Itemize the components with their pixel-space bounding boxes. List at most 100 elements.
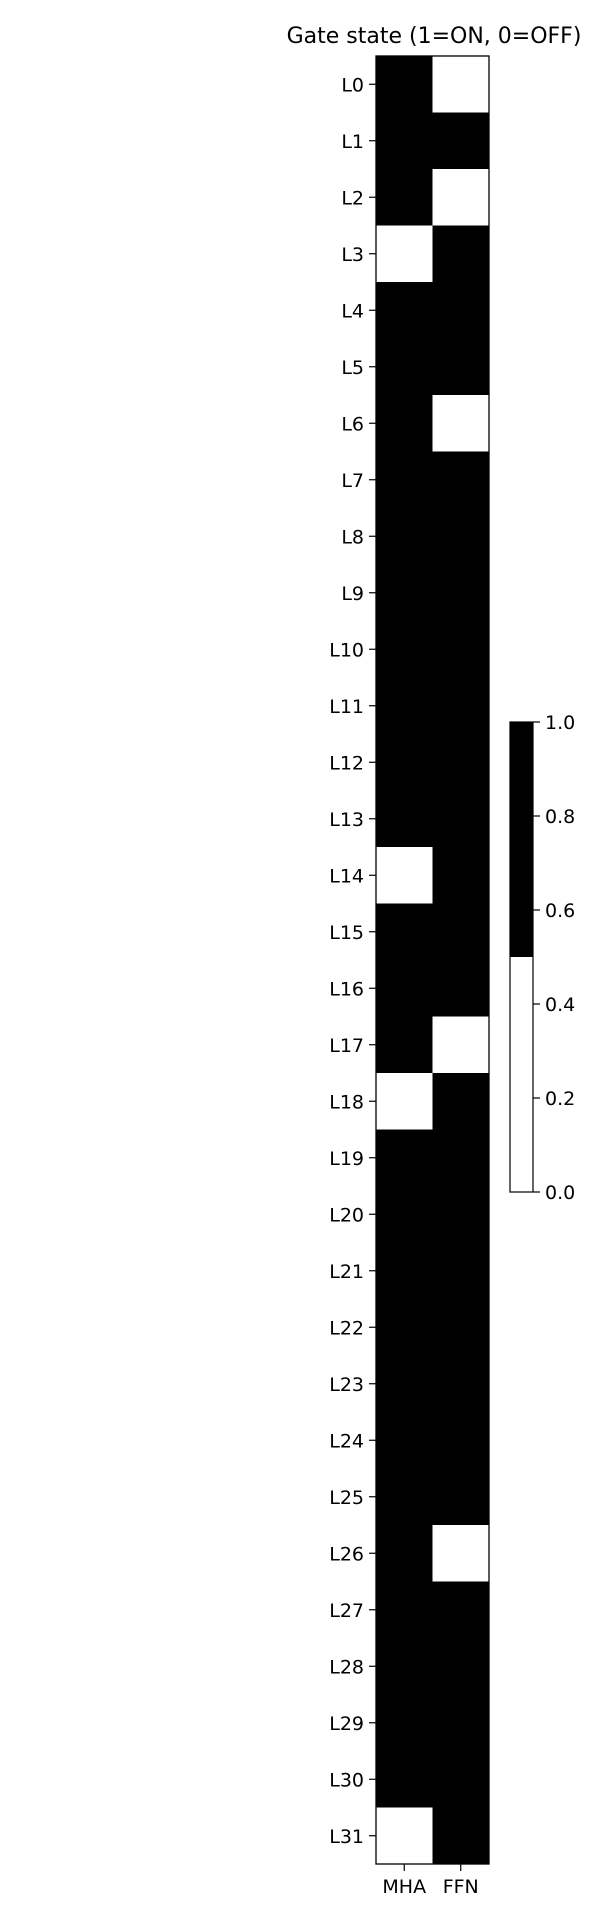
heatmap-cell-L6-FFN	[432, 395, 490, 452]
y-tick-label-L15: L15	[329, 922, 364, 944]
heatmap-cell-L28-FFN	[432, 1638, 490, 1695]
y-tick-label-L9: L9	[341, 583, 364, 605]
heatmap-cell-L2-FFN	[432, 169, 490, 226]
y-tick-label-L25: L25	[329, 1487, 364, 1509]
heatmap-cell-L14-FFN	[432, 847, 490, 904]
y-tick-label-L29: L29	[329, 1713, 364, 1735]
heatmap-cell-L4-MHA	[376, 282, 433, 339]
heatmap-cell-L0-MHA	[376, 56, 433, 113]
heatmap-cell-L28-MHA	[376, 1638, 433, 1695]
heatmap-cell-L31-FFN	[432, 1807, 490, 1865]
heatmap-cell-L7-FFN	[432, 451, 490, 509]
colorbar: 0.0 0.2 0.4 0.6 0.8 1.0	[509, 712, 575, 1204]
colorbar-tick-label-0.8: 0.8	[545, 806, 575, 828]
y-tick-label-L5: L5	[341, 357, 364, 379]
colorbar-off-segment	[510, 957, 533, 1192]
y-tick-label-L30: L30	[329, 1769, 364, 1791]
heatmap-cell-L19-FFN	[432, 1129, 490, 1187]
y-tick-label-L11: L11	[329, 696, 364, 718]
x-tick-label-MHA: MHA	[382, 1876, 426, 1898]
heatmap-cell-L21-FFN	[432, 1242, 490, 1300]
y-tick-label-L24: L24	[329, 1430, 364, 1452]
x-axis: MHA FFN	[382, 1864, 479, 1898]
y-tick-label-L31: L31	[329, 1826, 364, 1848]
heatmap-cell-L29-MHA	[376, 1694, 433, 1752]
heatmap-cell-L15-FFN	[432, 903, 490, 961]
heatmap-cell-L8-FFN	[432, 508, 490, 565]
heatmap-cell-L26-MHA	[376, 1525, 433, 1582]
heatmap-cell-L17-FFN	[432, 1016, 490, 1074]
heatmap-cell-L23-FFN	[432, 1355, 490, 1413]
heatmap-cell-L0-FFN	[432, 56, 490, 113]
heatmap-cell-L18-FFN	[432, 1073, 490, 1130]
colorbar-tick-label-0.2: 0.2	[545, 1088, 575, 1110]
heatmap-cell-L29-FFN	[432, 1694, 490, 1752]
heatmap-cell-L22-MHA	[376, 1299, 433, 1356]
y-tick-label-L13: L13	[329, 809, 364, 831]
y-tick-label-L2: L2	[341, 187, 364, 209]
colorbar-tick-label-0.6: 0.6	[545, 900, 575, 922]
colorbar-tick-label-0.4: 0.4	[545, 994, 575, 1016]
y-tick-label-L0: L0	[341, 74, 364, 96]
heatmap-cell-L24-MHA	[376, 1412, 433, 1469]
heatmap-cell-L3-FFN	[432, 225, 490, 283]
heatmap-cell-L2-MHA	[376, 169, 433, 226]
y-tick-label-L3: L3	[341, 244, 364, 266]
heatmap-cell-L20-FFN	[432, 1186, 490, 1243]
y-axis: L0 L1 L2 L3 L4 L5 L6 L7 L8 L9 L10 L11 L12 L13 L14 L15 L1…	[329, 74, 376, 1848]
heatmap-cell-L3-MHA	[376, 225, 433, 283]
y-tick-label-L14: L14	[329, 865, 364, 887]
y-tick-label-L21: L21	[329, 1261, 364, 1283]
y-tick-label-L8: L8	[341, 526, 364, 548]
heatmap-cell-L6-MHA	[376, 395, 433, 452]
heatmap-cell-L26-FFN	[432, 1525, 490, 1582]
heatmap-cell-L27-MHA	[376, 1581, 433, 1639]
heatmap-cell-L17-MHA	[376, 1016, 433, 1074]
heatmap-cell-L5-FFN	[432, 338, 490, 396]
plot-frame	[375, 55, 490, 1865]
heatmap-cell-L9-MHA	[376, 564, 433, 622]
heatmap-cell-L9-FFN	[432, 564, 490, 622]
heatmap-cell-L5-MHA	[376, 338, 433, 396]
heatmap-cell-L22-FFN	[432, 1299, 490, 1356]
y-tick-label-L16: L16	[329, 978, 364, 1000]
heatmap-cell-L10-MHA	[376, 621, 433, 678]
heatmap-cell-L10-FFN	[432, 621, 490, 678]
heatmap-cell-L27-FFN	[432, 1581, 490, 1639]
heatmap-cells	[375, 55, 490, 1865]
y-tick-label-L6: L6	[341, 413, 364, 435]
heatmap-cell-L14-MHA	[376, 847, 433, 904]
y-tick-label-L28: L28	[329, 1656, 364, 1678]
heatmap-cell-L23-MHA	[376, 1355, 433, 1413]
heatmap-cell-L1-MHA	[376, 112, 433, 170]
heatmap-cell-L4-FFN	[432, 282, 490, 339]
heatmap-cell-L12-MHA	[376, 734, 433, 791]
heatmap-cell-L11-FFN	[432, 677, 490, 735]
heatmap-cell-L21-MHA	[376, 1242, 433, 1300]
y-tick-label-L4: L4	[341, 300, 364, 322]
y-tick-label-L20: L20	[329, 1204, 364, 1226]
colorbar-tick-label-0.0: 0.0	[545, 1182, 575, 1204]
heatmap-cell-L1-FFN	[432, 112, 490, 170]
x-tick-label-FFN: FFN	[443, 1876, 479, 1898]
y-tick-label-L7: L7	[341, 470, 364, 492]
y-tick-label-L19: L19	[329, 1148, 364, 1170]
colorbar-on-segment	[510, 722, 533, 957]
heatmap-cell-L30-FFN	[432, 1751, 490, 1808]
heatmap-cell-L16-MHA	[376, 960, 433, 1017]
colorbar-tick-label-1.0: 1.0	[545, 712, 575, 734]
y-tick-label-L22: L22	[329, 1317, 364, 1339]
heatmap-cell-L15-MHA	[376, 903, 433, 961]
heatmap-cell-L19-MHA	[376, 1129, 433, 1187]
heatmap-cell-L8-MHA	[376, 508, 433, 565]
chart-title: Gate state (1=ON, 0=OFF)	[287, 24, 582, 49]
y-tick-label-L10: L10	[329, 639, 364, 661]
heatmap-cell-L13-MHA	[376, 790, 433, 848]
heatmap-cell-L25-FFN	[432, 1468, 490, 1526]
y-tick-label-L1: L1	[341, 131, 364, 153]
y-tick-label-L18: L18	[329, 1091, 364, 1113]
heatmap-cell-L13-FFN	[432, 790, 490, 848]
y-tick-label-L12: L12	[329, 752, 364, 774]
heatmap-cell-L7-MHA	[376, 451, 433, 509]
